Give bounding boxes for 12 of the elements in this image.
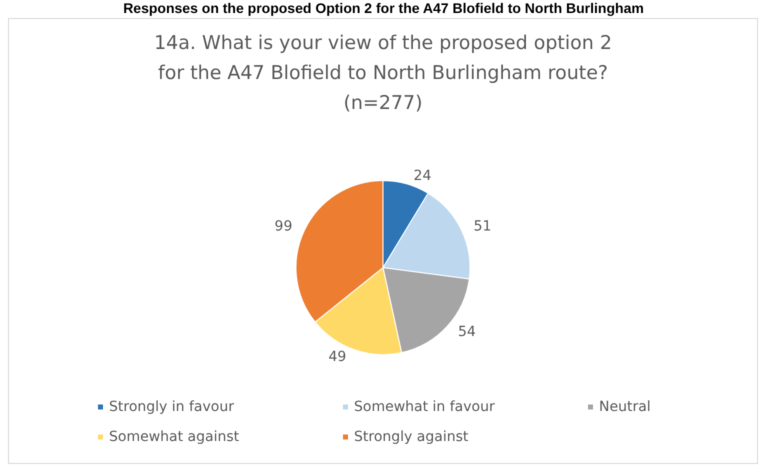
data-label: 54 (458, 324, 476, 340)
data-label: 51 (474, 218, 492, 234)
legend-label: Strongly in favour (109, 399, 234, 415)
chart-title: Responses on the proposed Option 2 for the A47 Blofield to North Burlingham (122, 0, 645, 17)
legend-label: Somewhat in favour (354, 399, 495, 415)
data-label: 24 (414, 168, 432, 184)
legend-label: Somewhat against (109, 429, 240, 445)
chart-subtitle: 14a. What is your view of the proposed option 2 for the A47 Blofield to North Burlingham route? (n=277) (154, 32, 612, 114)
data-label: 99 (274, 218, 292, 234)
legend-label: Neutral (599, 399, 651, 415)
legend-label: Strongly against (354, 429, 469, 445)
data-label: 49 (328, 349, 346, 366)
